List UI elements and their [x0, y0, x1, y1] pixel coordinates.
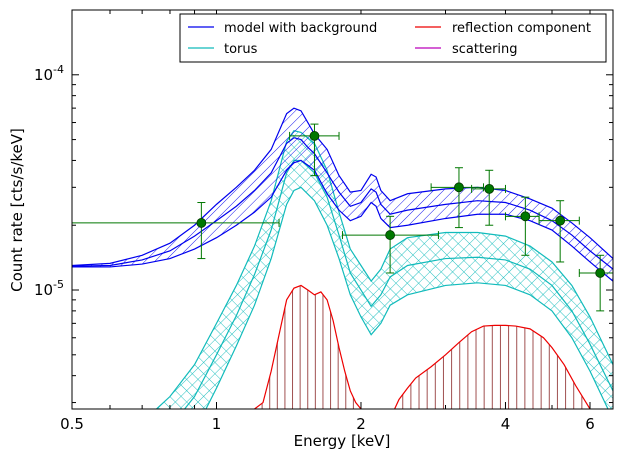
y-axis-label: Count rate [cts/s/keV]: [8, 128, 26, 292]
data-point: [385, 230, 396, 240]
data-point: [555, 215, 566, 226]
legend: model with background reflection compone…: [179, 13, 607, 63]
data-point: [309, 131, 320, 141]
y-tick-label: 10-5: [34, 278, 64, 299]
torus-upper-line: [156, 129, 613, 409]
data-point: [196, 218, 207, 228]
axis-ticks: 0.5 1 2 4 6 10-5 10-4: [34, 9, 613, 433]
legend-label-model: model with background: [224, 21, 377, 36]
data-point: [454, 182, 464, 193]
reflection-curve: [394, 324, 591, 409]
x-tick-label: 4: [501, 415, 511, 433]
plot-frame: [71, 9, 614, 410]
x-tick-label: 0.5: [60, 415, 84, 433]
x-axis-label: Energy [keV]: [294, 432, 391, 450]
legend-box: [179, 13, 607, 63]
plot-area: [72, 107, 613, 409]
legend-label-torus: torus: [224, 42, 258, 57]
model-with-background-median-line: [72, 137, 613, 270]
data-point: [595, 268, 606, 278]
data-point: [520, 211, 531, 222]
model-with-background-band: [72, 108, 613, 282]
x-tick-label: 1: [212, 415, 222, 433]
torus-lower-line: [205, 186, 609, 409]
legend-label-scattering: scattering: [452, 42, 518, 57]
torus-median-line: [183, 159, 613, 409]
data-point: [484, 183, 495, 194]
y-tick-label: 10-4: [34, 63, 64, 84]
reflection-curve: [254, 284, 362, 409]
x-tick-label: 2: [356, 415, 366, 433]
legend-label-reflection: reflection component: [452, 21, 591, 36]
x-tick-label: 6: [585, 415, 595, 433]
torus-band: [156, 130, 613, 409]
